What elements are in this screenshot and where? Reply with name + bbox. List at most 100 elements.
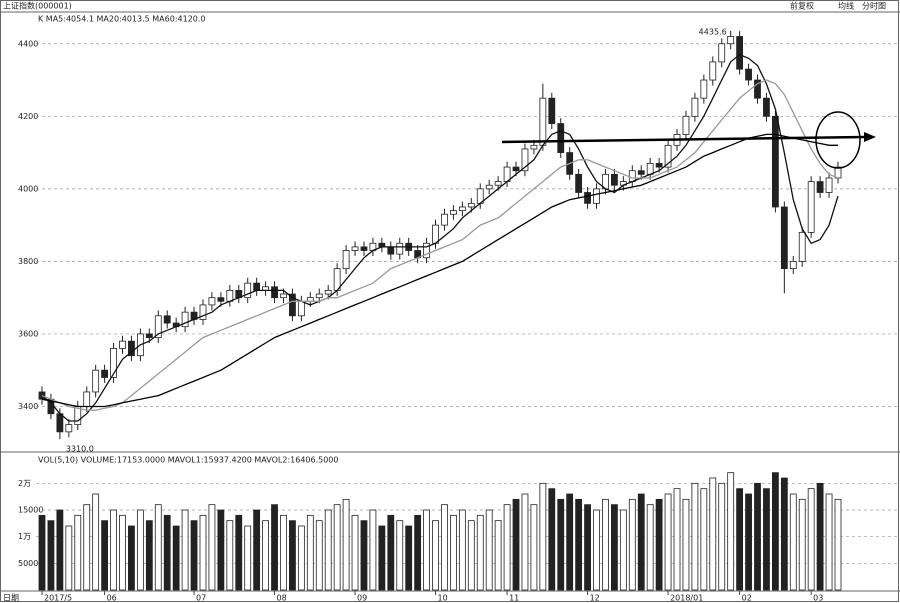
x-tick-label: 07 — [196, 594, 206, 603]
candle-body — [110, 348, 117, 378]
volume-bar — [110, 509, 117, 591]
volume-bar — [128, 525, 135, 591]
volume-bar — [637, 493, 645, 591]
volume-bar — [575, 498, 583, 591]
candle-body — [512, 166, 520, 172]
volume-bar — [673, 488, 681, 591]
toolbar-button[interactable]: 均线 — [838, 1, 854, 11]
candle-body — [691, 97, 699, 117]
volume-bar — [467, 520, 475, 591]
candle-body — [584, 192, 591, 204]
volume-bar — [700, 488, 708, 591]
candle-body — [145, 333, 153, 338]
volume-bar — [235, 514, 243, 591]
candle-body — [450, 210, 457, 215]
candle-body — [593, 188, 600, 204]
candle-body — [763, 97, 770, 117]
x-tick-label: 08 — [277, 594, 287, 603]
volume-bar — [208, 504, 216, 591]
volume-bar — [718, 482, 726, 591]
x-axis-label: 日期 — [3, 594, 19, 603]
volume-bar — [306, 514, 314, 591]
ma-header: K MA5:4054.1 MA20:4013.5 MA60:4120.0 — [38, 15, 206, 24]
volume-bar — [199, 514, 207, 591]
volume-bar — [727, 472, 735, 591]
volume-bar — [297, 525, 305, 591]
volume-bar — [691, 482, 699, 591]
candle-body — [727, 36, 735, 45]
candle-body — [825, 177, 833, 193]
volume-bar — [289, 520, 296, 591]
candle-body — [557, 123, 565, 153]
volume-bar — [584, 504, 591, 591]
volume-bar — [217, 509, 225, 591]
candle-body — [289, 293, 296, 317]
volume-bar — [530, 504, 538, 591]
volume-bar — [736, 488, 744, 591]
candle-body — [458, 206, 466, 212]
volume-bar — [351, 514, 359, 591]
volume-bar — [512, 498, 520, 591]
y-tick-label: 15000 — [18, 506, 43, 515]
volume-bar — [47, 520, 55, 591]
volume-bar — [825, 493, 833, 591]
candle-body — [575, 173, 583, 193]
candle-body — [700, 79, 708, 99]
volume-bar — [145, 520, 153, 591]
toolbar-button[interactable]: 前复权 — [790, 1, 814, 11]
candle-body — [387, 246, 395, 255]
toolbar-button[interactable]: 分时图 — [862, 1, 886, 11]
candle-body — [351, 246, 359, 251]
candle-body — [83, 391, 91, 407]
x-tick-label: 2018/01 — [670, 594, 703, 603]
volume-bar — [602, 498, 609, 591]
candle-body — [637, 170, 645, 175]
volume-bar — [816, 482, 824, 591]
candle-body — [798, 231, 806, 262]
volume-bar — [378, 525, 386, 591]
candle-body — [360, 246, 368, 251]
candle-body — [485, 184, 493, 190]
candle-body — [736, 36, 744, 70]
y-tick-label: 4000 — [18, 184, 38, 193]
candle-body — [682, 115, 690, 135]
candle-body — [101, 369, 109, 378]
volume-bar — [324, 509, 332, 591]
volume-bar — [539, 482, 547, 591]
vol-header: VOL(5,10) VOLUME:17153.0000 MAVOL1:15937… — [38, 456, 339, 465]
candle-body — [199, 304, 207, 320]
candle-body — [342, 250, 350, 270]
y-tick-label: 5000 — [18, 559, 38, 568]
x-tick-label: 10 — [438, 594, 448, 603]
candle-body — [709, 61, 717, 81]
volume-bar — [414, 514, 422, 591]
candle-body — [745, 68, 752, 81]
volume-bar — [226, 520, 234, 591]
candle-body — [807, 181, 815, 233]
candle-body — [494, 181, 502, 186]
candle-body — [271, 286, 278, 299]
candle-body — [217, 297, 225, 302]
candle-body — [226, 290, 234, 302]
volume-bar — [172, 525, 180, 591]
volume-bar — [101, 520, 109, 591]
volume-bar — [771, 472, 779, 591]
volume-bar — [262, 520, 269, 591]
annotation: 3310.0 — [66, 445, 94, 454]
volume-bar — [458, 509, 466, 591]
volume-bar — [476, 514, 484, 591]
volume-bar — [798, 498, 806, 591]
volume-bar — [163, 514, 171, 591]
candle-body — [324, 290, 332, 295]
ma-line — [41, 133, 838, 408]
volume-bar — [74, 514, 82, 591]
volume-bar — [780, 477, 788, 591]
arrow-head — [864, 132, 876, 142]
volume-bar — [450, 514, 457, 591]
candle-body — [789, 260, 797, 270]
volume-bar — [503, 504, 511, 591]
volume-bar — [655, 498, 663, 591]
x-tick-label: 12 — [590, 594, 600, 603]
volume-bar — [56, 509, 64, 591]
